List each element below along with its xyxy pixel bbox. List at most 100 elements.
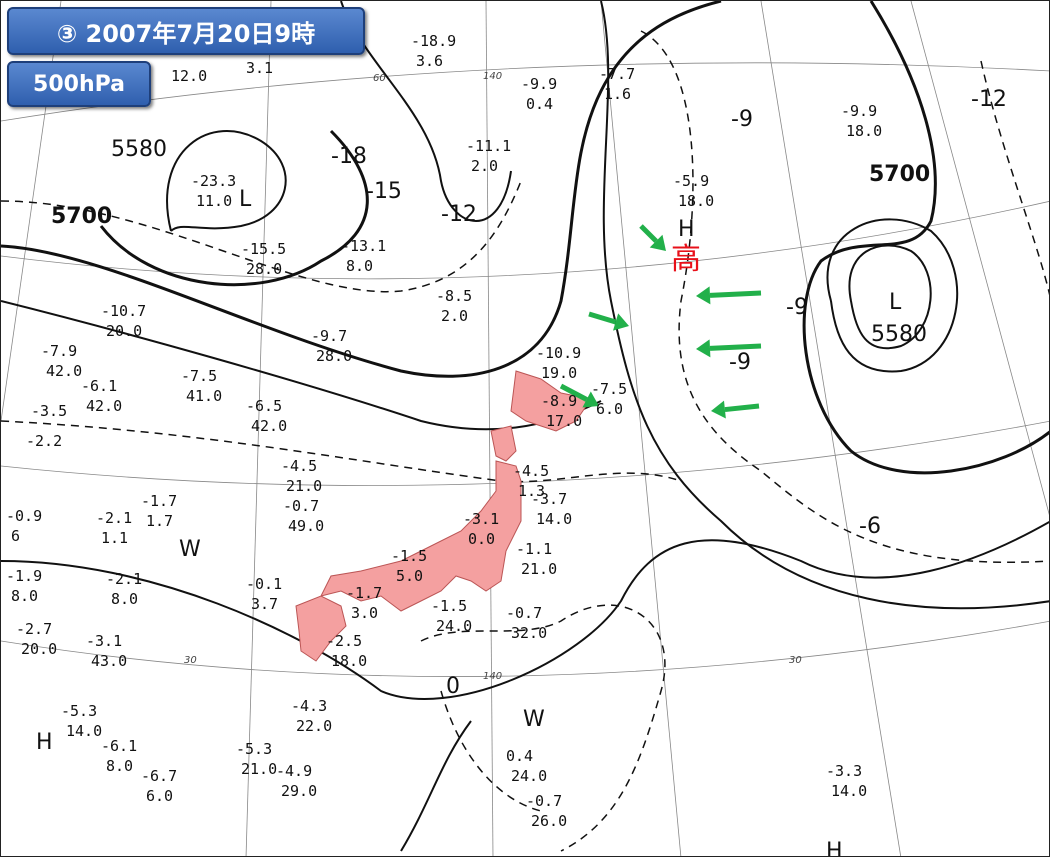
station-temperature: -0.7	[506, 604, 542, 622]
station-temperature: -8.9	[541, 392, 577, 410]
station-dewpoint-depression: 18.0	[331, 652, 367, 670]
green-arrows	[559, 224, 762, 419]
green-arrow-icon	[696, 286, 762, 305]
station-temperature: -7.7	[599, 65, 635, 83]
station-dewpoint-depression: 6.0	[596, 400, 623, 418]
station-dewpoint-depression: 28.0	[246, 260, 282, 278]
station-dewpoint-depression: 6.0	[146, 787, 173, 805]
station-dewpoint-depression: 41.0	[186, 387, 222, 405]
station-dewpoint-depression: 26.0	[531, 812, 567, 830]
station-dewpoint-depression: 1.1	[101, 529, 128, 547]
contour-label: 0	[446, 674, 460, 699]
station-temperature: -5.3	[236, 740, 272, 758]
chart-title: ③ 2007年7月20日9時	[7, 7, 365, 55]
contour-label-5700: 5700	[51, 204, 112, 229]
station-temperature: -1.5	[431, 597, 467, 615]
station-temperature: -4.5	[281, 457, 317, 475]
station-temperature: -15.5	[241, 240, 286, 258]
japan-highlight	[295, 370, 592, 662]
station-temperature: -2.5	[326, 632, 362, 650]
station-temperature: -2.1	[96, 509, 132, 527]
grid-label: 60	[373, 73, 386, 84]
station-dewpoint-depression: 1.7	[146, 512, 173, 530]
station-temperature: 3.1	[246, 59, 273, 77]
station-temperature: -2.7	[16, 620, 52, 638]
pressure-center-W: W	[179, 537, 201, 562]
station-temperature: -0.7	[283, 497, 319, 515]
pressure-center-H: H	[36, 730, 53, 755]
green-arrow-icon	[639, 224, 666, 251]
station-temperature: -4.9	[276, 762, 312, 780]
station-dewpoint-depression: 2.0	[471, 157, 498, 175]
station-temperature: -8.5	[436, 287, 472, 305]
station-dewpoint-depression: 20.0	[106, 322, 142, 340]
station-temperature: -7.5	[181, 367, 217, 385]
grid-label: 140	[483, 671, 502, 682]
station-temperature: -0.1	[246, 575, 282, 593]
station-temperature: -6.7	[141, 767, 177, 785]
station-temperature: -1.7	[346, 584, 382, 602]
contour-label: -12	[441, 202, 477, 227]
station-temperature: -6.1	[101, 737, 137, 755]
station-dewpoint-depression: 29.0	[281, 782, 317, 800]
contour-label-5700: 5700	[869, 162, 930, 187]
high-pressure-kanji: 高	[671, 242, 701, 277]
pressure-center-L: L	[889, 290, 902, 315]
contour-label: 5580	[871, 322, 927, 347]
station-dewpoint-depression: 18.0	[678, 192, 714, 210]
station-dewpoint-depression: 42.0	[46, 362, 82, 380]
station-dewpoint-depression: 21.0	[286, 477, 322, 495]
green-arrow-icon	[696, 339, 762, 358]
station-dewpoint-depression: 1.6	[604, 85, 631, 103]
station-dewpoint-depression: 49.0	[288, 517, 324, 535]
pressure-level-badge: 500hPa	[7, 61, 151, 107]
station-dewpoint-depression: 14.0	[66, 722, 102, 740]
station-dewpoint-depression: 42.0	[86, 397, 122, 415]
station-temperature: -6.5	[246, 397, 282, 415]
station-temperature: -6.1	[81, 377, 117, 395]
station-dewpoint-depression: 19.0	[541, 364, 577, 382]
station-dewpoint-depression: 42.0	[251, 417, 287, 435]
station-dewpoint-depression: 2.0	[441, 307, 468, 325]
contour-label: -9	[786, 295, 808, 320]
station-temperature: -4.3	[291, 697, 327, 715]
station-temperature: 0.4	[506, 747, 533, 765]
grid-label: 30	[789, 655, 802, 666]
station-dewpoint-depression: 28.0	[316, 347, 352, 365]
station-temperature: -9.7	[311, 327, 347, 345]
station-temperature: -1.5	[391, 547, 427, 565]
station-dewpoint-depression: 8.0	[11, 587, 38, 605]
station-dewpoint-depression: 3.7	[251, 595, 278, 613]
station-temperature: -3.1	[86, 632, 122, 650]
station-temperature: -2.2	[26, 432, 62, 450]
station-temperature: -1.1	[516, 540, 552, 558]
station-temperature: -13.1	[341, 237, 386, 255]
station-dewpoint-depression: 3.6	[416, 52, 443, 70]
contour-label: -18	[331, 144, 367, 169]
pressure-center-H: H	[678, 217, 695, 242]
green-arrow-icon	[588, 311, 629, 331]
station-dewpoint-depression: 18.0	[846, 122, 882, 140]
station-temperature: -5.9	[673, 172, 709, 190]
station-temperature: -11.1	[466, 137, 511, 155]
station-dewpoint-depression: 22.0	[296, 717, 332, 735]
station-dewpoint-depression: 3.0	[351, 604, 378, 622]
contour-label: 5580	[111, 137, 167, 162]
station-dewpoint-depression: 32.0	[511, 624, 547, 642]
station-dewpoint-depression: 8.0	[106, 757, 133, 775]
contour-label: -9	[731, 107, 753, 132]
grid-label: 140	[483, 71, 502, 82]
station-temperature: -9.9	[521, 75, 557, 93]
station-temperature: -23.3	[191, 172, 236, 190]
station-dewpoint-depression: 0.0	[468, 530, 495, 548]
station-temperature: -1.9	[6, 567, 42, 585]
station-dewpoint-depression: 1.3	[518, 482, 545, 500]
station-temperature: -3.1	[463, 510, 499, 528]
station-dewpoint-depression: 5.0	[396, 567, 423, 585]
station-dewpoint-depression: 8.0	[346, 257, 373, 275]
station-temperature: -10.9	[536, 344, 581, 362]
station-temperature: -9.9	[841, 102, 877, 120]
station-dewpoint-depression: 21.0	[241, 760, 277, 778]
